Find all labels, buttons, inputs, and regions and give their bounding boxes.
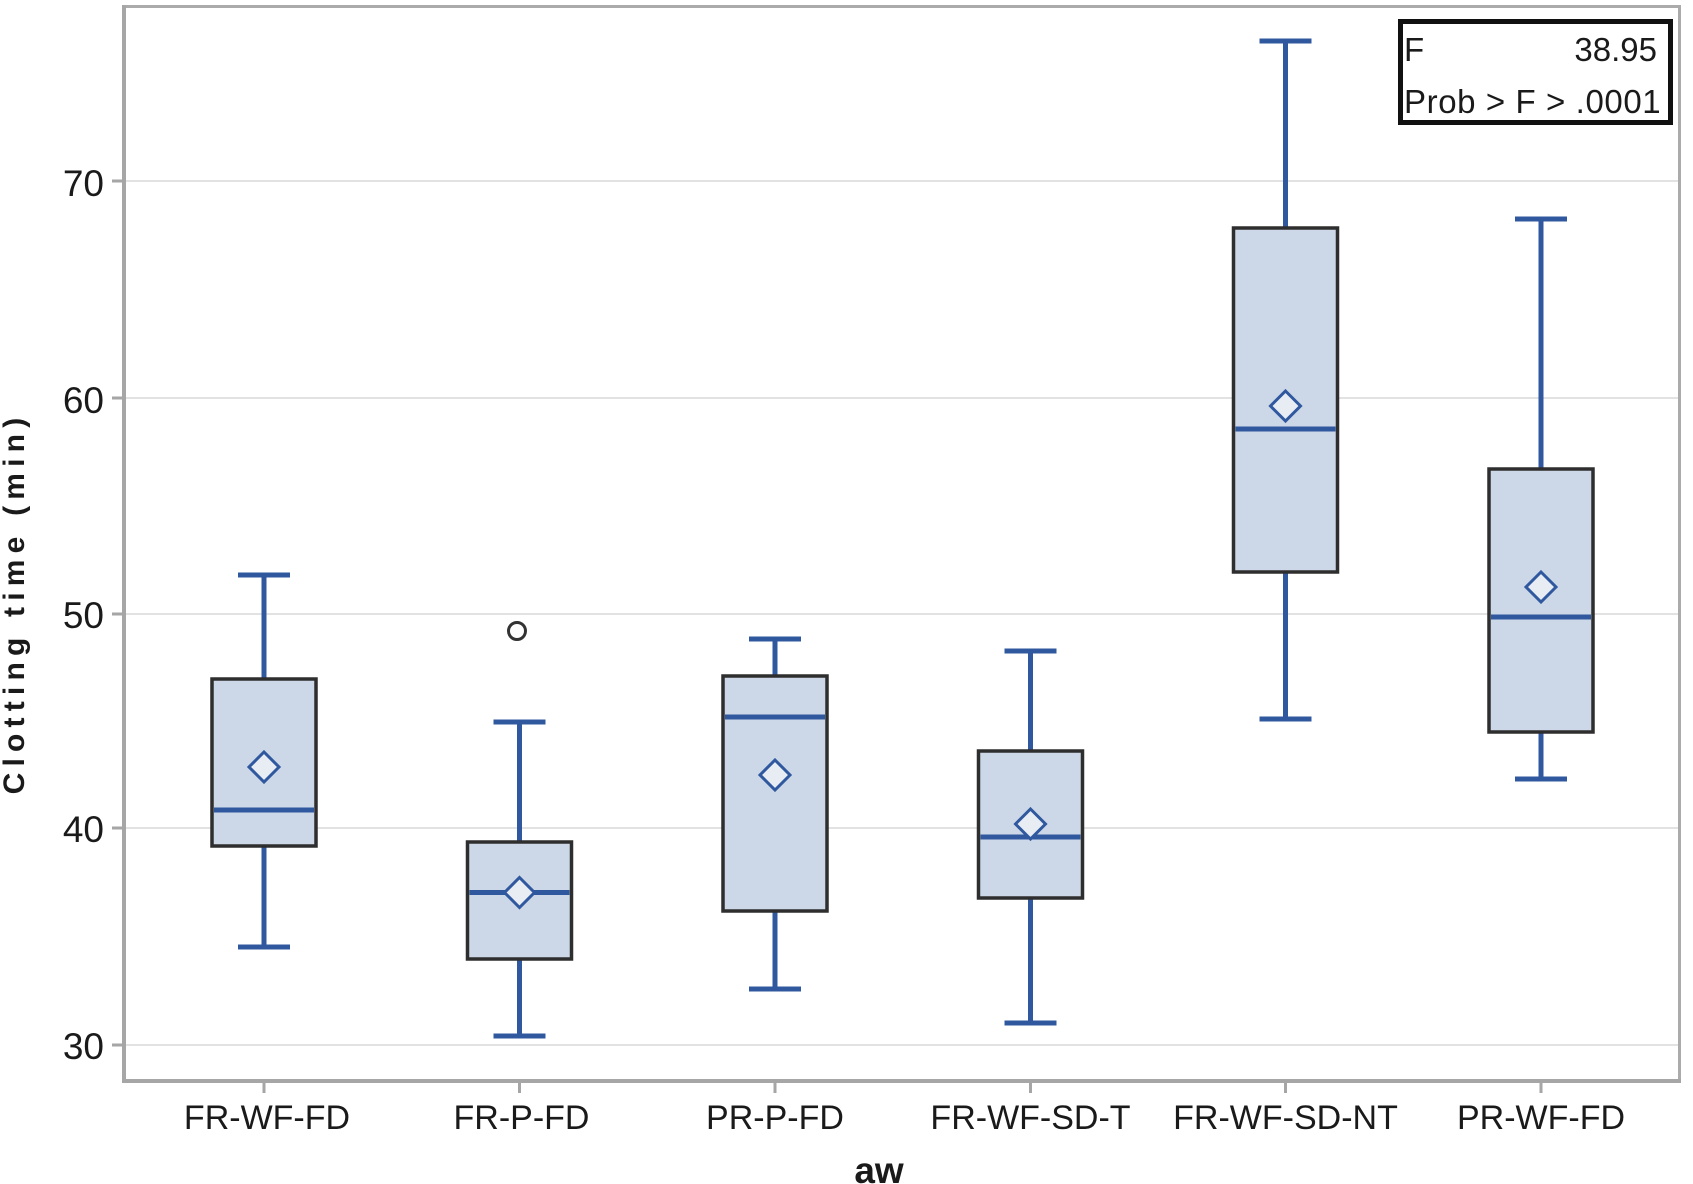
svg-text:FR-P-FD: FR-P-FD [454, 1099, 590, 1137]
svg-text:FR-WF-SD-T: FR-WF-SD-T [930, 1099, 1130, 1137]
svg-text:30: 30 [63, 1026, 104, 1067]
svg-text:FR-WF-FD: FR-WF-FD [184, 1099, 350, 1137]
svg-text:Prob > F > .0001: Prob > F > .0001 [1404, 83, 1661, 120]
svg-text:aw: aw [854, 1150, 904, 1184]
svg-text:F: F [1404, 31, 1424, 68]
svg-text:PR-P-FD: PR-P-FD [706, 1099, 844, 1137]
svg-text:FR-WF-SD-NT: FR-WF-SD-NT [1173, 1099, 1398, 1137]
svg-text:Clotting time (min): Clotting time (min) [0, 412, 31, 795]
svg-text:70: 70 [63, 163, 104, 204]
svg-text:40: 40 [63, 809, 104, 850]
svg-text:PR-WF-FD: PR-WF-FD [1457, 1099, 1625, 1137]
svg-text:50: 50 [63, 595, 104, 636]
svg-text:38.95: 38.95 [1574, 31, 1657, 68]
svg-text:60: 60 [63, 380, 104, 421]
